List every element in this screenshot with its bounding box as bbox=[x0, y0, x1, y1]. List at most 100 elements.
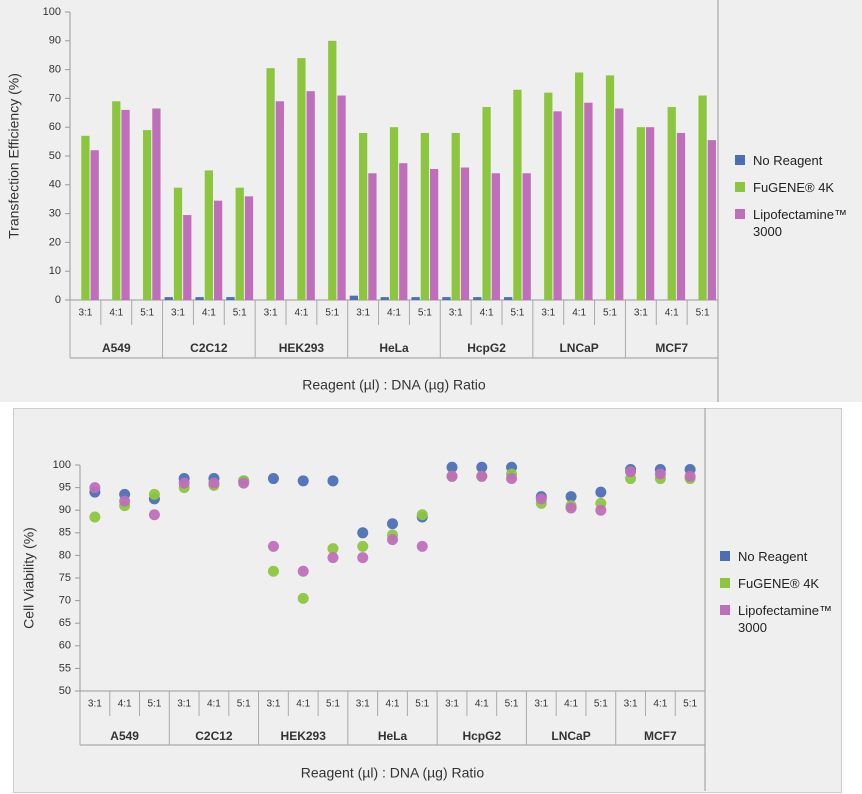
x-tick-label: 3:1 bbox=[534, 699, 548, 710]
legend-item: FuGENE® 4K bbox=[720, 575, 843, 592]
bar bbox=[359, 132, 368, 300]
point bbox=[267, 565, 279, 577]
x-tick-label: 3:1 bbox=[266, 699, 280, 710]
bar bbox=[275, 101, 284, 300]
x-tick-label: 4:1 bbox=[207, 699, 221, 710]
group-label: LNCaP bbox=[551, 729, 590, 743]
group-label: LNCaP bbox=[559, 341, 598, 355]
x-tick-label: 4:1 bbox=[653, 699, 667, 710]
legend-label: FuGENE® 4K bbox=[738, 576, 820, 591]
legend-item: FuGENE® 4K bbox=[735, 179, 858, 196]
bar bbox=[183, 215, 192, 300]
y-tick-label: 100 bbox=[43, 6, 61, 18]
x-tick-label: 5:1 bbox=[683, 699, 697, 710]
legend-label: No Reagent bbox=[738, 549, 808, 564]
chart-panel bbox=[13, 408, 842, 793]
legend: No Reagent FuGENE® 4K Lipofectamine™ 3000 bbox=[735, 152, 858, 250]
bar bbox=[266, 68, 275, 300]
x-tick-label: 3:1 bbox=[445, 699, 459, 710]
point bbox=[416, 509, 428, 521]
bar bbox=[451, 132, 460, 300]
group-label: HcpG2 bbox=[467, 341, 506, 355]
point bbox=[446, 461, 458, 473]
bar bbox=[698, 95, 707, 301]
point bbox=[267, 473, 279, 485]
bar bbox=[164, 297, 173, 300]
bar bbox=[112, 101, 121, 300]
bar bbox=[442, 297, 451, 300]
bar bbox=[513, 89, 522, 300]
y-axis-title: Cell Viability (%) bbox=[21, 527, 37, 629]
x-tick-label: 5:1 bbox=[594, 699, 608, 710]
bar bbox=[195, 297, 204, 300]
bar bbox=[575, 72, 584, 300]
y-tick-label: 65 bbox=[59, 617, 71, 629]
bar bbox=[152, 108, 161, 300]
group-label: C2C12 bbox=[190, 341, 228, 355]
point bbox=[327, 543, 339, 555]
legend-item: Lipofectamine™ 3000 bbox=[735, 206, 858, 240]
point bbox=[208, 477, 220, 489]
x-tick-label: 3:1 bbox=[356, 699, 370, 710]
bar bbox=[482, 107, 491, 300]
x-tick-label: 4:1 bbox=[202, 308, 216, 319]
y-tick-label: 60 bbox=[49, 121, 61, 133]
y-tick-label: 90 bbox=[49, 35, 61, 47]
y-tick-label: 60 bbox=[59, 640, 71, 652]
group-label: HeLa bbox=[378, 729, 408, 743]
group-label: HcpG2 bbox=[462, 729, 501, 743]
x-tick-label: 3:1 bbox=[634, 308, 648, 319]
point bbox=[506, 473, 518, 485]
x-tick-label: 4:1 bbox=[475, 699, 489, 710]
x-tick-label: 5:1 bbox=[415, 699, 429, 710]
point bbox=[476, 461, 488, 473]
point bbox=[387, 534, 398, 546]
y-axis-title: Transfection Efficiency (%) bbox=[6, 73, 22, 239]
bar bbox=[121, 109, 130, 300]
bar bbox=[615, 108, 624, 300]
point bbox=[595, 504, 607, 516]
x-tick-label: 3:1 bbox=[449, 308, 463, 319]
point bbox=[416, 540, 428, 552]
legend-item: No Reagent bbox=[735, 152, 858, 169]
y-tick-label: 85 bbox=[59, 527, 71, 539]
x-tick-label: 4:1 bbox=[387, 308, 401, 319]
x-tick-label: 3:1 bbox=[264, 308, 278, 319]
bar bbox=[504, 297, 513, 300]
bar bbox=[297, 58, 306, 300]
y-tick-label: 80 bbox=[49, 64, 61, 76]
x-tick-label: 3:1 bbox=[177, 699, 191, 710]
bar bbox=[707, 140, 716, 300]
bar bbox=[522, 173, 531, 300]
x-tick-label: 5:1 bbox=[140, 308, 154, 319]
legend-item: No Reagent bbox=[720, 548, 843, 565]
legend-item: Lipofectamine™ 3000 bbox=[720, 602, 843, 636]
point bbox=[357, 552, 369, 564]
bar bbox=[306, 91, 315, 300]
group-label: A549 bbox=[110, 729, 139, 743]
bar bbox=[553, 111, 562, 300]
legend-label: FuGENE® 4K bbox=[753, 180, 835, 195]
legend-label: Lipofectamine™ 3000 bbox=[738, 603, 832, 635]
bar bbox=[420, 132, 429, 300]
point bbox=[565, 502, 577, 514]
y-tick-label: 70 bbox=[49, 92, 61, 104]
point bbox=[684, 470, 696, 482]
bar bbox=[544, 92, 553, 300]
x-tick-label: 3:1 bbox=[356, 308, 370, 319]
bar bbox=[143, 130, 152, 300]
point bbox=[148, 509, 160, 521]
bar bbox=[605, 75, 615, 300]
x-tick-label: 4:1 bbox=[294, 308, 308, 319]
x-axis-title: Reagent (µl) : DNA (µg) Ratio bbox=[302, 377, 486, 393]
legend-swatch bbox=[735, 182, 745, 192]
x-tick-label: 4:1 bbox=[572, 308, 586, 319]
y-tick-label: 75 bbox=[59, 572, 71, 584]
bar bbox=[429, 168, 439, 300]
bar bbox=[90, 150, 99, 300]
bar bbox=[491, 173, 500, 300]
legend-label: Lipofectamine™ 3000 bbox=[753, 207, 847, 239]
point bbox=[387, 518, 398, 530]
bar bbox=[328, 40, 337, 301]
